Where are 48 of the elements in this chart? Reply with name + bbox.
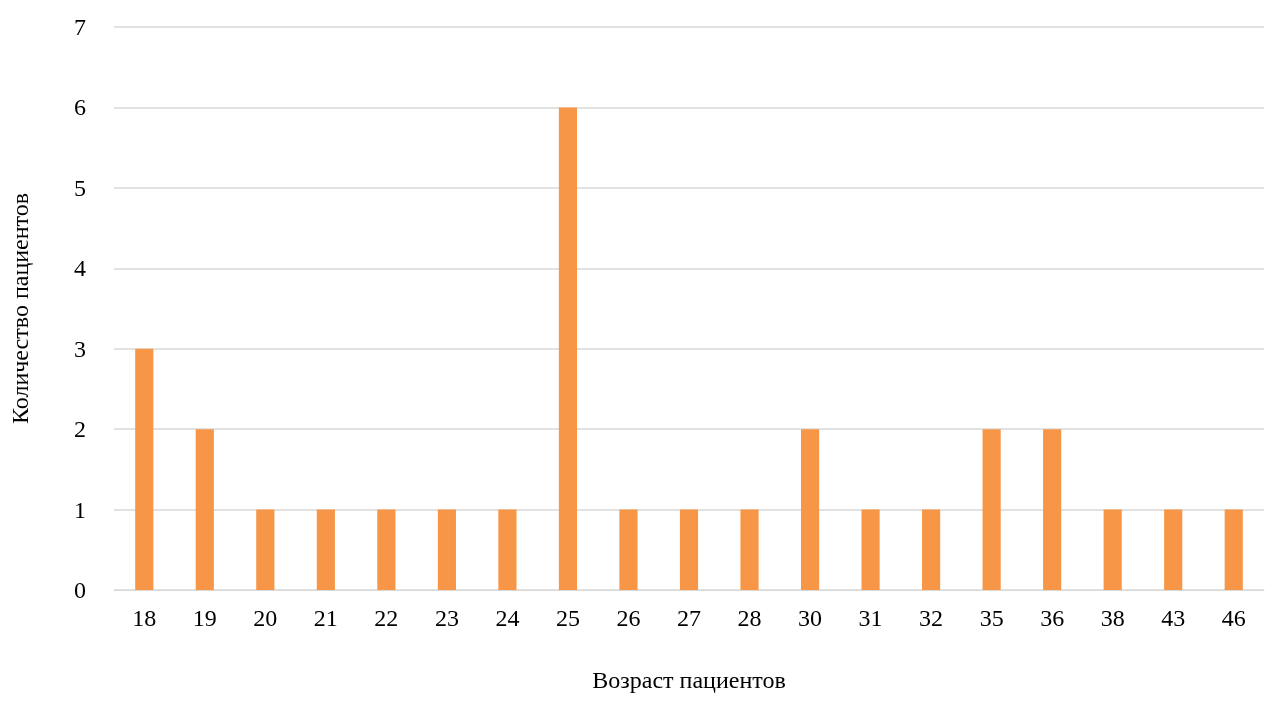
bar bbox=[1164, 509, 1183, 590]
bar bbox=[437, 509, 456, 590]
x-tick-label: 25 bbox=[555, 605, 580, 631]
y-tick-label: 6 bbox=[74, 94, 86, 121]
x-tick-label: 26 bbox=[616, 605, 641, 631]
bar bbox=[679, 509, 699, 590]
y-tick-label: 2 bbox=[74, 416, 86, 443]
x-tick-label: 43 bbox=[1161, 605, 1186, 631]
bar bbox=[558, 107, 578, 590]
bar bbox=[1043, 429, 1062, 590]
bar bbox=[982, 429, 1001, 590]
x-tick-label: 32 bbox=[919, 605, 944, 631]
x-tick-label: 23 bbox=[434, 605, 459, 631]
y-axis-title: Количество пациентов bbox=[7, 192, 33, 425]
x-tick-label: 19 bbox=[192, 605, 217, 631]
x-tick-label: 36 bbox=[1040, 605, 1065, 631]
bar bbox=[1103, 509, 1122, 590]
bar bbox=[619, 509, 638, 590]
bar bbox=[800, 429, 820, 590]
bar bbox=[256, 509, 275, 590]
x-tick-label: 38 bbox=[1100, 605, 1125, 631]
x-tick-label: 18 bbox=[132, 605, 157, 631]
y-tick-label: 1 bbox=[74, 496, 86, 523]
y-tick-label: 0 bbox=[74, 577, 86, 603]
x-axis-title: Возраст пациентов bbox=[592, 667, 786, 693]
y-tick-label: 4 bbox=[74, 255, 86, 282]
bar bbox=[377, 509, 396, 590]
bar bbox=[861, 509, 880, 590]
bar bbox=[316, 509, 335, 590]
y-tick-label: 3 bbox=[74, 335, 86, 362]
bar bbox=[135, 348, 154, 590]
bar bbox=[922, 509, 941, 590]
x-tick-label: 22 bbox=[374, 605, 399, 631]
x-tick-label: 35 bbox=[979, 605, 1004, 631]
y-tick-label: 7 bbox=[74, 14, 86, 40]
x-tick-label: 20 bbox=[253, 605, 278, 631]
x-tick-label: 31 bbox=[858, 605, 883, 631]
x-tick-label: 28 bbox=[737, 605, 762, 631]
bar bbox=[740, 509, 759, 590]
x-tick-label: 21 bbox=[313, 605, 338, 631]
bar bbox=[498, 509, 517, 590]
y-tick-label: 5 bbox=[74, 174, 86, 201]
x-tick-label: 24 bbox=[495, 605, 520, 631]
x-tick-label: 46 bbox=[1221, 605, 1246, 631]
bar bbox=[1224, 509, 1243, 590]
x-tick-label: 27 bbox=[677, 605, 701, 631]
bar bbox=[195, 429, 214, 590]
x-tick-label: 30 bbox=[798, 605, 823, 631]
